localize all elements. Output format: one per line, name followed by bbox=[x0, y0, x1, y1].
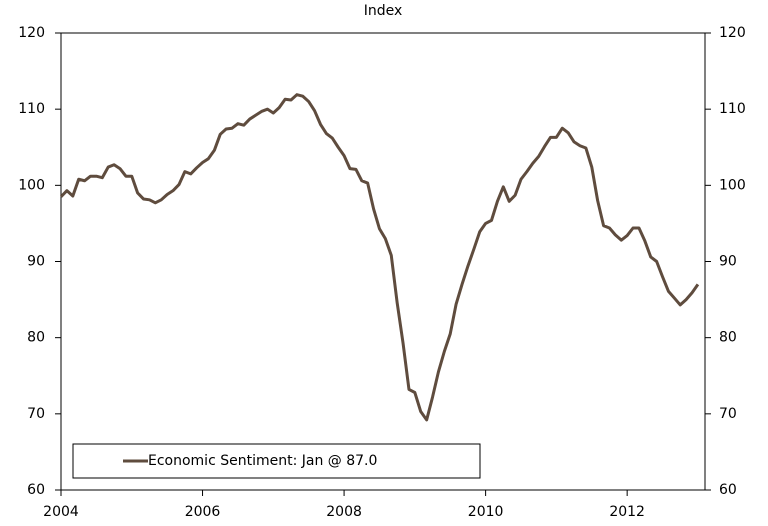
x-tick-label: 2004 bbox=[43, 504, 79, 520]
y2-tick-label: 80 bbox=[719, 330, 737, 346]
y2-tick-label: 120 bbox=[719, 25, 746, 41]
y-tick-label: 110 bbox=[18, 101, 45, 117]
x-tick-label: 2010 bbox=[468, 504, 504, 520]
plot-frame bbox=[60, 32, 706, 491]
series-line bbox=[59, 93, 700, 422]
y2-tick-label: 70 bbox=[719, 406, 737, 422]
y2-tick-label: 110 bbox=[719, 101, 746, 117]
y2-tick-label: 90 bbox=[719, 254, 737, 270]
chart-title: Index bbox=[364, 3, 403, 19]
legend-label: Economic Sentiment: Jan @ 87.0 bbox=[148, 453, 377, 469]
y-tick-label: 100 bbox=[18, 177, 45, 193]
y2-tick-label: 60 bbox=[719, 482, 737, 498]
y-tick-label: 80 bbox=[27, 330, 45, 346]
x-tick-label: 2008 bbox=[326, 504, 362, 520]
y-tick-label: 120 bbox=[18, 25, 45, 41]
y-tick-label: 90 bbox=[27, 254, 45, 270]
x-tick-label: 2006 bbox=[185, 504, 221, 520]
x-tick-label: 2012 bbox=[609, 504, 645, 520]
y2-tick-label: 100 bbox=[719, 177, 746, 193]
y-tick-label: 60 bbox=[27, 482, 45, 498]
y-tick-label: 70 bbox=[27, 406, 45, 422]
